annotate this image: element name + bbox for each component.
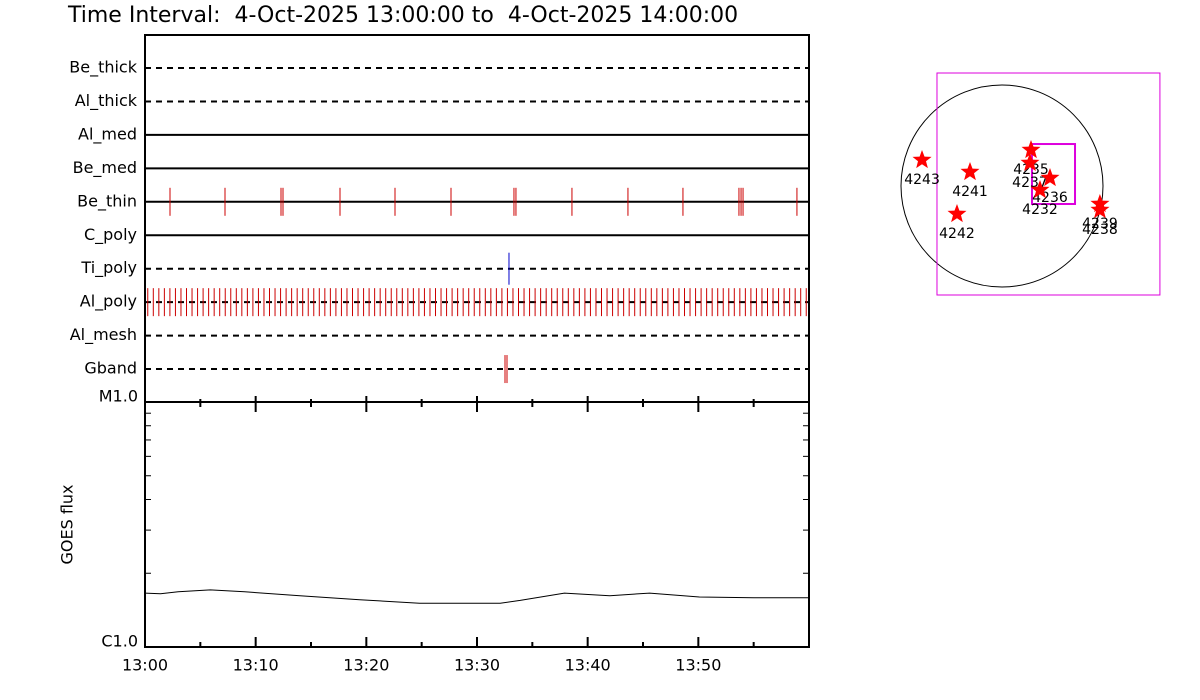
fov-box	[936, 72, 1161, 296]
row-label: Al_thick	[75, 91, 138, 111]
region-label: 4235	[1013, 162, 1049, 178]
row-label: C_poly	[84, 225, 137, 245]
region-marker	[960, 162, 980, 181]
region-label: 4241	[952, 184, 988, 200]
row-label: Gband	[84, 359, 137, 378]
region-marker	[1090, 200, 1110, 219]
y-axis-label: GOES flux	[58, 484, 77, 564]
region-label: 4238	[1082, 222, 1118, 238]
region-marker	[1030, 180, 1050, 199]
plot-frame	[144, 34, 810, 403]
x-tick-label: 13:20	[343, 656, 389, 675]
region-label: 4239	[1082, 216, 1118, 232]
y-tick-label: M1.0	[99, 387, 138, 406]
row-label: Al_med	[78, 124, 137, 144]
row-label: Be_med	[73, 158, 137, 178]
row-label: Ti_poly	[80, 258, 137, 278]
region-label: 4243	[904, 172, 940, 188]
row-label: Be_thin	[77, 191, 137, 211]
y-tick-label: C1.0	[101, 632, 138, 651]
subfield-box	[1030, 143, 1077, 205]
x-tick-label: 13:50	[675, 656, 721, 675]
flux-line	[144, 589, 809, 604]
region-marker	[947, 204, 967, 223]
region-label: 4242	[939, 226, 975, 242]
row-label: Be_thick	[69, 58, 137, 78]
row-label: Al_mesh	[70, 325, 137, 345]
solar-limb	[900, 84, 1104, 288]
x-tick-label: 13:10	[233, 656, 279, 675]
x-tick-label: 13:40	[565, 656, 611, 675]
x-tick-label: 13:00	[122, 656, 168, 675]
region-marker	[1021, 140, 1041, 159]
chart-title: Time Interval: 4-Oct-2025 13:00:00 to 4-…	[67, 3, 738, 28]
row-label: Al_poly	[80, 292, 137, 312]
region-label: 4232	[1022, 202, 1058, 218]
x-tick-label: 13:30	[454, 656, 500, 675]
region-marker	[1020, 153, 1040, 171]
region-marker	[912, 150, 932, 169]
plot-frame	[144, 401, 810, 648]
region-marker	[1040, 168, 1060, 187]
